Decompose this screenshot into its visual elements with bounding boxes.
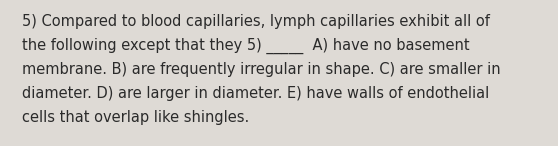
Text: membrane. B) are frequently irregular in shape. C) are smaller in: membrane. B) are frequently irregular in… [22, 62, 501, 77]
Text: 5) Compared to blood capillaries, lymph capillaries exhibit all of: 5) Compared to blood capillaries, lymph … [22, 14, 490, 29]
Text: cells that overlap like shingles.: cells that overlap like shingles. [22, 110, 249, 125]
Text: diameter. D) are larger in diameter. E) have walls of endothelial: diameter. D) are larger in diameter. E) … [22, 86, 489, 101]
Text: the following except that they 5) _____  A) have no basement: the following except that they 5) _____ … [22, 38, 470, 54]
